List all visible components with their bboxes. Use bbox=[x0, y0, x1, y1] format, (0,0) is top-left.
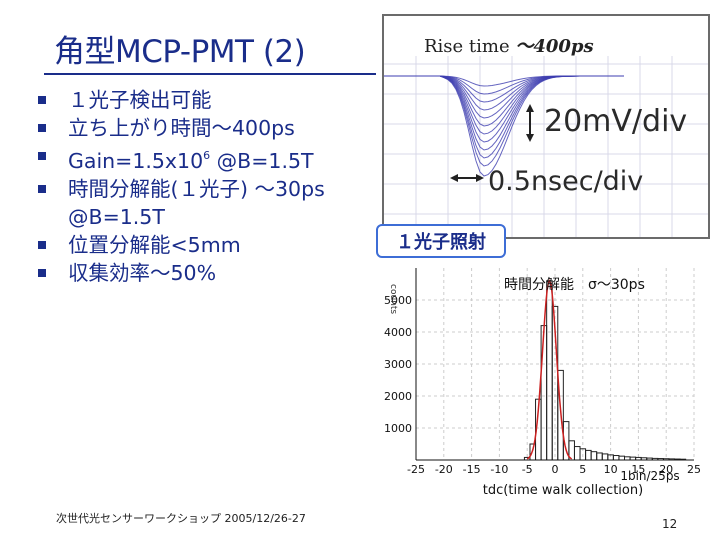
histogram-background bbox=[378, 262, 708, 502]
x-tick-label: -15 bbox=[463, 463, 481, 476]
x-tick-label: 20 bbox=[659, 463, 673, 476]
scope-trace bbox=[384, 75, 624, 87]
slide-title: 角型MCP-PMT (2) bbox=[54, 34, 306, 70]
scope-trace bbox=[384, 75, 624, 95]
y-tick-label: 5000 bbox=[384, 294, 412, 307]
histogram-tick-labels: -25 -20 -15 -10 -5 0 5 10 15 20 25 1000 2000 3000 4000… bbox=[384, 294, 701, 476]
vertical-scale-label: 20mV/div bbox=[544, 104, 688, 139]
bullet-text-continued: @B=1.5T bbox=[68, 205, 165, 229]
rise-time-label: Rise time 〜400ps bbox=[424, 32, 594, 58]
x-tick-label: 10 bbox=[604, 463, 618, 476]
bullet-item: Gain=1.5x106 @B=1.5T bbox=[38, 142, 325, 175]
rise-time-value: 〜400ps bbox=[515, 36, 594, 57]
scope-traces bbox=[384, 56, 708, 237]
x-tick-label: -20 bbox=[435, 463, 453, 476]
gain-exponent: 6 bbox=[203, 149, 211, 162]
x-tick-label: -10 bbox=[490, 463, 508, 476]
y-tick-label: 3000 bbox=[384, 358, 412, 371]
bullet-text: 位置分解能<5mm bbox=[68, 233, 241, 257]
scope-waveforms bbox=[384, 75, 624, 177]
x-tick-label: -25 bbox=[407, 463, 425, 476]
time-resolution-label: 時間分解能 σ〜30ps bbox=[504, 277, 645, 293]
bullet-text: 立ち上がり時間〜400ps bbox=[68, 116, 295, 140]
square-bullet-icon bbox=[38, 269, 46, 277]
square-bullet-icon bbox=[38, 241, 46, 249]
x-tick-label: -5 bbox=[522, 463, 533, 476]
single-photon-callout: １光子照射 bbox=[376, 224, 506, 258]
bullet-text: １光子検出可能 bbox=[68, 88, 212, 112]
arrow-head-icon bbox=[526, 104, 534, 112]
gaussian-fit-curve bbox=[526, 279, 573, 460]
tdc-histogram: -25 -20 -15 -10 -5 0 5 10 15 20 25 1000 2000 3000 4000… bbox=[378, 262, 708, 502]
y-tick-label: 4000 bbox=[384, 326, 412, 339]
bullet-text: 収集効率〜50% bbox=[68, 261, 217, 285]
footer-text: 次世代光センサーワークショップ 2005/12/26-27 bbox=[56, 512, 306, 525]
arrow-head-icon bbox=[476, 174, 484, 182]
x-tick-label: 0 bbox=[552, 463, 559, 476]
x-tick-label: 15 bbox=[631, 463, 645, 476]
horizontal-scale-label: 0.5nsec/div bbox=[488, 166, 644, 197]
bullet-item: 立ち上がり時間〜400ps bbox=[38, 114, 325, 142]
bullet-item: 収集効率〜50% bbox=[38, 259, 325, 287]
x-tick-label: 5 bbox=[579, 463, 586, 476]
histogram-fit bbox=[526, 279, 573, 460]
bullet-text: 時間分解能(１光子) 〜30ps bbox=[68, 177, 325, 201]
title-underline bbox=[44, 73, 376, 75]
bullet-item: 時間分解能(１光子) 〜30ps @B=1.5T bbox=[38, 175, 325, 231]
scope-trace bbox=[384, 75, 624, 177]
arrow-head-icon bbox=[526, 134, 534, 142]
square-bullet-icon bbox=[38, 185, 46, 193]
oscilloscope-image: Rise time 〜400ps 20mV/div 0.5nsec/div bbox=[382, 14, 710, 239]
rise-time-prefix: Rise time bbox=[424, 36, 516, 57]
square-bullet-icon bbox=[38, 124, 46, 132]
x-tick-label: 25 bbox=[687, 463, 701, 476]
page-number: 12 bbox=[662, 517, 678, 531]
bullet-item: 位置分解能<5mm bbox=[38, 231, 325, 259]
x-axis-unit: 1bin/25ps bbox=[620, 469, 679, 483]
bullet-text: Gain=1.5x10 bbox=[68, 149, 204, 173]
x-axis-label: tdc(time walk collection) bbox=[483, 483, 643, 498]
y-axis-label: counts bbox=[388, 284, 398, 314]
scope-grid bbox=[384, 56, 708, 237]
bullet-text: @B=1.5T bbox=[210, 149, 314, 173]
bullet-item: １光子検出可能 bbox=[38, 86, 325, 114]
square-bullet-icon bbox=[38, 152, 46, 160]
arrow-head-icon bbox=[450, 174, 458, 182]
square-bullet-icon bbox=[38, 96, 46, 104]
histogram-axes bbox=[415, 268, 694, 461]
y-tick-label: 1000 bbox=[384, 422, 412, 435]
y-tick-label: 2000 bbox=[384, 390, 412, 403]
bullet-list: １光子検出可能 立ち上がり時間〜400ps Gain=1.5x106 @B=1.… bbox=[38, 86, 325, 287]
